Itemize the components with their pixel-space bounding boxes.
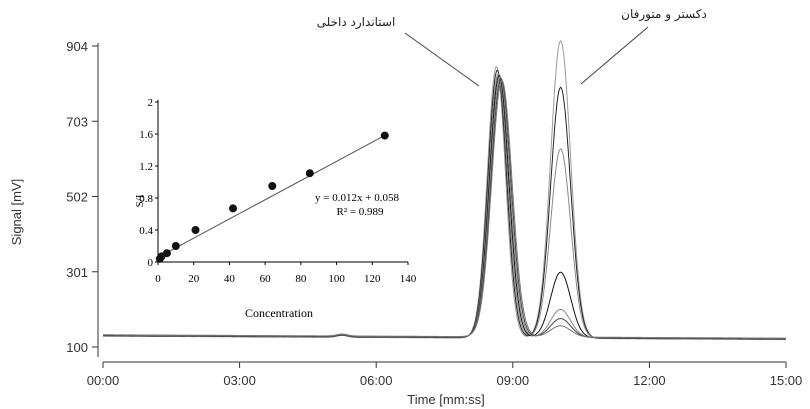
inset-chart-marks bbox=[155, 131, 389, 263]
inset-y-axis-title: S/I bbox=[134, 194, 146, 207]
inset-chart-axes bbox=[157, 100, 408, 263]
inset-x-tick-label: 60 bbox=[260, 273, 272, 285]
x-tick-label: 03:00 bbox=[223, 373, 256, 388]
inset-y-tick-label: 2 bbox=[148, 97, 154, 109]
y-tick-label: 703 bbox=[66, 114, 88, 129]
x-axis-title: Time [mm:ss] bbox=[407, 392, 485, 407]
main-chart-ticks: 100 301 502 703 904 00:00 03:00 06:00 09:00 12:00… bbox=[66, 39, 802, 388]
y-tick-label: 904 bbox=[66, 39, 88, 54]
inset-x-tick-label: 20 bbox=[188, 273, 200, 285]
inset-r-squared: R² = 0.989 bbox=[336, 206, 384, 218]
inset-data-point bbox=[162, 249, 171, 258]
inset-chart-ticks: 00.40.81.21.620 20 40 60 80 100 120 140 bbox=[139, 97, 417, 285]
inset-y-tick-label: 0.8 bbox=[139, 193, 153, 205]
inset-data-point bbox=[380, 131, 389, 140]
inset-fit-line bbox=[159, 134, 386, 257]
y-axis-title: Signal [mV] bbox=[9, 179, 24, 245]
inset-y-tick-label: 0.4 bbox=[139, 225, 153, 237]
annotation-dextromethorphan: دکستر و متورفان bbox=[621, 7, 707, 22]
x-tick-label: 09:00 bbox=[497, 373, 530, 388]
inset-x-tick-label: 40 bbox=[224, 273, 236, 285]
inset-background bbox=[150, 92, 422, 304]
x-tick-label: 15:00 bbox=[770, 373, 803, 388]
chromatogram-traces bbox=[103, 40, 786, 340]
inset-data-point bbox=[229, 204, 237, 213]
inset-fit-equation: y = 0.012x + 0.058 bbox=[315, 192, 399, 204]
inset-data-point bbox=[305, 169, 314, 178]
annotation-internal-standard: استاندارد داخلی bbox=[317, 15, 396, 30]
inset-data-point bbox=[191, 226, 200, 234]
inset-y-tick-label: 1.6 bbox=[139, 129, 153, 141]
main-chart-axes bbox=[97, 43, 786, 363]
x-tick-label: 00:00 bbox=[87, 373, 120, 388]
annotation-dextromethorphan-pointer bbox=[580, 26, 649, 85]
inset-y-tick-label: 0 bbox=[148, 257, 154, 269]
chromatogram-trace bbox=[103, 79, 786, 339]
inset-x-tick-label: 100 bbox=[328, 273, 345, 285]
inset-data-point bbox=[268, 182, 277, 190]
inset-x-tick-label: 0 bbox=[155, 273, 161, 285]
annotation-internal-standard-pointer bbox=[404, 32, 480, 87]
inset-y-tick-label: 1.2 bbox=[139, 161, 153, 173]
inset-data-point bbox=[171, 242, 180, 250]
inset-x-tick-label: 80 bbox=[295, 273, 307, 285]
x-tick-label: 12:00 bbox=[633, 373, 666, 388]
inset-x-axis-title: Concentration bbox=[245, 306, 313, 320]
inset-x-tick-label: 120 bbox=[364, 273, 381, 285]
x-tick-label: 06:00 bbox=[360, 373, 393, 388]
y-tick-label: 301 bbox=[66, 265, 88, 280]
y-tick-label: 100 bbox=[66, 340, 88, 355]
y-tick-label: 502 bbox=[66, 190, 88, 205]
inset-x-tick-label: 140 bbox=[400, 273, 417, 285]
